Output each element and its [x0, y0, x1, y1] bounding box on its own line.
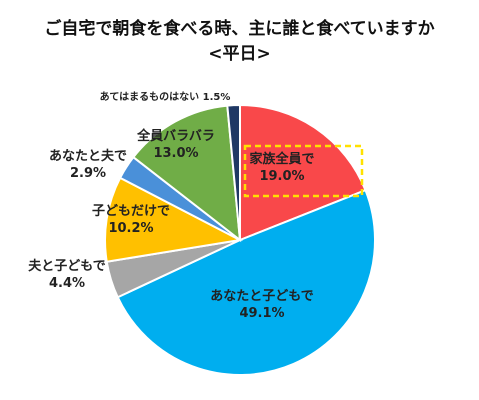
- pie-slice: [116, 188, 376, 377]
- highlight-box: [243, 144, 364, 198]
- chart-subtitle: <平日>: [208, 44, 271, 64]
- slice-label: あてはまるものはない 1.5%: [100, 90, 231, 103]
- slice-label: あなたと夫で: [49, 148, 127, 164]
- slice-label: 全員バラバラ: [136, 128, 215, 144]
- slice-label: あなたと子どもで: [210, 289, 313, 304]
- chart-title: ご自宅で朝食を食べる時、主に誰と食べていますか: [44, 19, 435, 39]
- slice-label: 子どもだけで: [92, 204, 170, 219]
- slice-value: 19.0%: [259, 169, 304, 184]
- pie-slice: [131, 104, 242, 243]
- slice-value: 2.9%: [70, 166, 106, 181]
- slice-value: 13.0%: [153, 146, 198, 161]
- slice-value: 49.1%: [239, 306, 284, 321]
- slice-value: 10.2%: [108, 221, 153, 236]
- pie-slice: [226, 103, 241, 241]
- pie-slice: [239, 103, 367, 242]
- slice-label: 家族全員で: [249, 151, 314, 167]
- slice-value: 4.4%: [49, 276, 85, 291]
- slice-label: 夫と子どもで: [28, 258, 105, 274]
- pie-slice: [104, 176, 244, 263]
